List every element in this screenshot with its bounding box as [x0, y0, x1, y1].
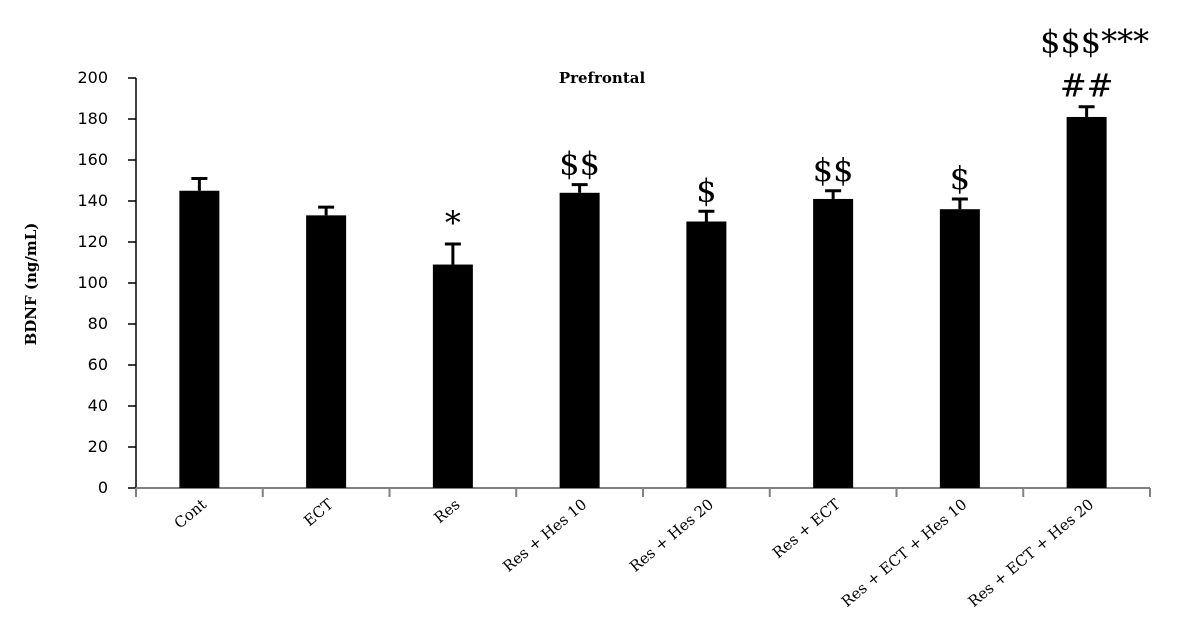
y-tick-label: 20 — [88, 437, 108, 456]
bar — [1066, 116, 1107, 488]
y-tick-label: 100 — [77, 273, 108, 292]
y-tick-label: 120 — [77, 232, 108, 251]
significance-marker: $$$*** — [1040, 23, 1149, 61]
significance-marker: $ — [696, 171, 716, 209]
annotations-group: *$$$$$ $##$$$*** — [445, 23, 1149, 242]
significance-marker: ## — [1060, 67, 1114, 105]
bar — [179, 190, 220, 488]
category-label: Res + ECT + Hes 10 — [838, 495, 971, 610]
category-label: ECT — [300, 495, 336, 530]
bar — [306, 215, 347, 488]
category-label: Res + Hes 20 — [626, 495, 717, 575]
category-label: Cont — [171, 495, 210, 532]
x-ticks-group — [135, 488, 1151, 497]
category-label: Res — [431, 495, 464, 527]
bar — [559, 192, 600, 489]
y-tick-label: 160 — [77, 150, 108, 169]
y-tick-label: 180 — [77, 109, 108, 128]
significance-marker: $$ — [559, 145, 600, 183]
category-labels-group: Cont ECT Res Res + Hes 10 Res + Hes 20 Res + … — [171, 495, 1098, 610]
y-tick-label: 60 — [88, 355, 108, 374]
significance-marker: $ — [950, 159, 970, 197]
significance-marker: $$ — [813, 151, 854, 189]
y-tick-label: 140 — [77, 191, 108, 210]
category-label: Res + ECT — [769, 495, 844, 562]
significance-marker: * — [445, 204, 461, 242]
y-ticks-group: 0 20 40 60 80 100 120 140 160 180 200 — [77, 68, 136, 497]
y-tick-label: 0 — [98, 478, 108, 497]
y-tick-label: 80 — [88, 314, 108, 333]
y-axis-label: BDNF (ng/mL) — [22, 223, 40, 346]
error-bars-group — [191, 105, 1095, 265]
category-label: Res + Hes 10 — [499, 495, 590, 575]
y-tick-label: 200 — [77, 68, 108, 87]
chart-title: Prefrontal — [559, 69, 646, 87]
bar — [432, 264, 473, 488]
bar — [686, 221, 727, 488]
bar — [813, 198, 854, 488]
y-tick-label: 40 — [88, 396, 108, 415]
bars-group — [179, 116, 1107, 489]
bar — [939, 209, 980, 488]
category-label: Res + ECT + Hes 20 — [965, 495, 1098, 610]
